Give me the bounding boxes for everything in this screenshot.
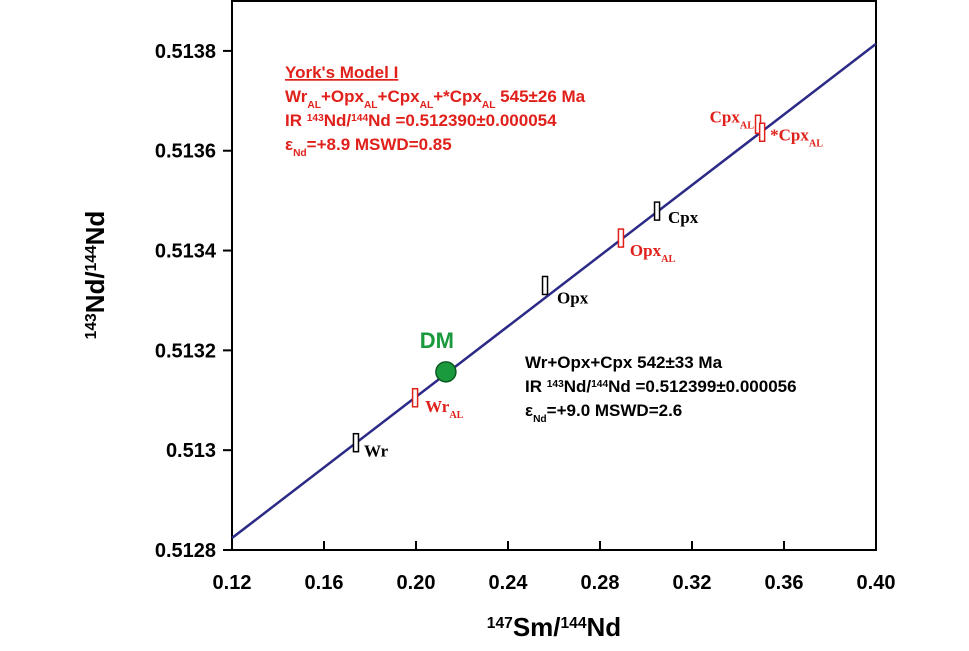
point-label: OpxAL: [630, 241, 676, 265]
text-run: Cpx: [668, 208, 699, 227]
x-tick-label: 0.36: [765, 572, 804, 594]
text-run: Sm/: [513, 612, 561, 642]
text-run: 143: [547, 379, 564, 390]
isochron-line: [231, 42, 877, 540]
y-tick-label: 0.5132: [155, 340, 216, 362]
annotation-line: York's Model I: [285, 63, 398, 82]
point: [541, 275, 549, 296]
text-run: 144: [83, 245, 100, 271]
y-tick-label: 0.5138: [155, 41, 216, 63]
text-run: *Cpx: [770, 125, 809, 144]
text-run: AL: [661, 254, 675, 265]
text-run: Nd =0.512390±0.000054: [368, 111, 557, 130]
text-run: Opx: [557, 288, 589, 307]
text-run: AL: [449, 409, 463, 420]
text-run: Opx: [630, 241, 662, 260]
text-run: 144: [351, 113, 368, 124]
text-run: Nd: [293, 148, 307, 159]
y-axis-title: 143Nd/144Nd: [80, 211, 110, 340]
y-tick-label: 0.513: [166, 440, 216, 462]
text-run: +Cpx: [378, 87, 421, 106]
point-label: CpxAL: [710, 107, 755, 131]
text-run: 147: [487, 615, 513, 632]
y-tick-label: 0.5134: [155, 241, 217, 263]
text-run: IR: [285, 111, 307, 130]
point: [411, 388, 419, 408]
x-tick-label: 0.20: [397, 572, 436, 594]
text-run: AL: [420, 100, 434, 111]
point: [435, 361, 457, 383]
x-tick-label: 0.12: [213, 572, 252, 594]
annotation-line: IR 143Nd/144Nd =0.512399±0.000056: [525, 377, 797, 396]
text-run: AL: [307, 100, 321, 111]
text-run: Nd: [533, 414, 547, 425]
point-label: Opx: [557, 288, 589, 307]
point-label: DM: [420, 328, 454, 353]
y-tick-label: 0.5136: [155, 141, 216, 163]
annotation-line: Wr+Opx+Cpx 542±33 Ma: [525, 353, 723, 372]
text-run: Wr: [285, 87, 308, 106]
text-run: Nd =0.512399±0.000056: [608, 377, 796, 396]
annotation-line: IR 143Nd/144Nd =0.512390±0.000054: [285, 111, 557, 130]
text-run: +*Cpx: [433, 87, 482, 106]
text-run: 545±26 Ma: [495, 87, 585, 106]
text-run: 143: [307, 113, 324, 124]
point-label: *CpxAL: [770, 125, 823, 149]
x-tick-label: 0.32: [673, 572, 712, 594]
text-run: 144: [561, 615, 587, 632]
point-label: WrAL: [425, 397, 464, 421]
point: [653, 201, 661, 221]
x-tick-label: 0.28: [581, 572, 620, 594]
text-run: ε: [525, 401, 533, 420]
text-run: +Opx: [321, 87, 365, 106]
annotation-line: εNd=+9.0 MSWD=2.6: [525, 401, 682, 425]
text-run: Nd/: [80, 271, 110, 313]
text-run: Wr+Opx+Cpx 542±33 Ma: [525, 353, 723, 372]
x-tick-label: 0.24: [489, 572, 529, 594]
text-run: IR: [525, 377, 547, 396]
point-label: Wr: [364, 442, 389, 461]
x-axis-title: 147Sm/144Nd: [487, 612, 621, 642]
text-run: Nd: [587, 612, 622, 642]
text-run: AL: [809, 138, 823, 149]
text-run: Nd/: [324, 111, 352, 130]
text-run: =+8.9 MSWD=0.85: [307, 135, 452, 154]
x-tick-label: 0.40: [857, 572, 896, 594]
text-run: DM: [420, 328, 454, 353]
point: [617, 228, 625, 248]
text-run: AL: [482, 100, 496, 111]
text-run: 144: [591, 379, 608, 390]
annotation-line: WrAL+OpxAL+CpxAL+*CpxAL 545±26 Ma: [285, 87, 586, 111]
y-tick-label: 0.5128: [155, 540, 216, 562]
annotation-line: εNd=+8.9 MSWD=0.85: [285, 135, 452, 159]
plot-frame: [231, 0, 877, 551]
x-tick-label: 0.16: [305, 572, 344, 594]
text-run: 143: [83, 313, 100, 339]
text-run: Nd/: [564, 377, 592, 396]
text-run: Wr: [425, 397, 450, 416]
text-run: AL: [364, 100, 378, 111]
point: [758, 122, 766, 143]
point-label: Cpx: [668, 208, 699, 227]
text-run: Cpx: [710, 107, 741, 126]
text-run: ε: [285, 135, 293, 154]
text-run: Nd: [80, 211, 110, 246]
text-run: York's Model I: [285, 63, 398, 82]
text-run: Wr: [364, 442, 389, 461]
point: [352, 432, 360, 453]
text-run: =+9.0 MSWD=2.6: [547, 401, 683, 420]
text-run: AL: [740, 120, 754, 131]
